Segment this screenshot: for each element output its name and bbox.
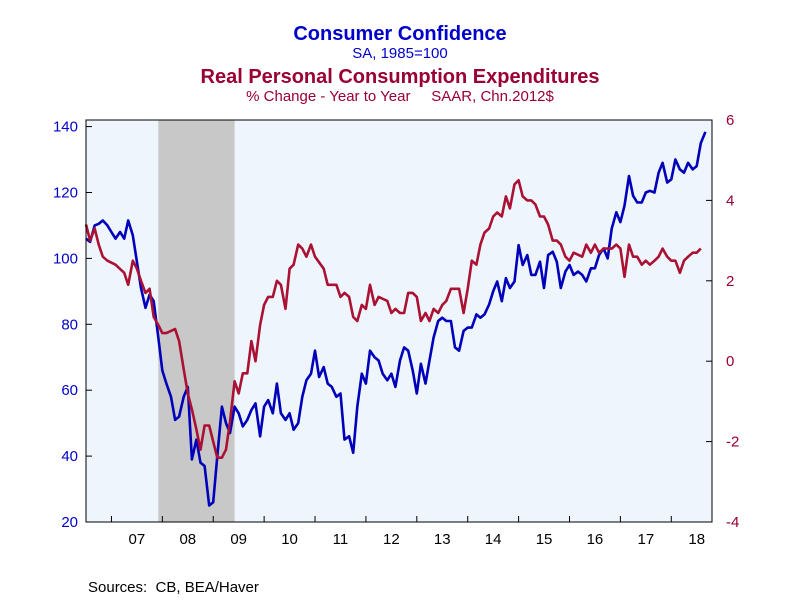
source-note: Sources: CB, BEA/Haver bbox=[88, 579, 259, 596]
x-tick-label: 12 bbox=[383, 531, 400, 548]
x-tick-label: 18 bbox=[688, 531, 705, 548]
y-left-tick-label: 20 bbox=[61, 514, 78, 531]
x-tick-label: 15 bbox=[536, 531, 553, 548]
x-tick-label: 17 bbox=[637, 531, 654, 548]
plot-frame bbox=[85, 119, 713, 523]
y-left-tick-label: 100 bbox=[53, 250, 78, 267]
y-right-tick-label: 2 bbox=[726, 273, 734, 290]
chart-title: Consumer Confidence bbox=[293, 23, 506, 45]
series-line-right-axis bbox=[84, 179, 702, 459]
x-axis: 07 08 09 10 11 12 13 14 15 16 17 18 bbox=[110, 516, 705, 548]
x-tick-label: 07 bbox=[129, 531, 146, 548]
chart-title-secondary: Real Personal Consumption Expenditures bbox=[201, 66, 600, 88]
y-left-tick-label: 140 bbox=[53, 119, 78, 136]
y-left-tick-label: 80 bbox=[61, 316, 78, 333]
y-right-tick-label: 0 bbox=[726, 353, 734, 370]
y-right-tick-label: 4 bbox=[726, 192, 734, 209]
x-tick-label: 10 bbox=[281, 531, 298, 548]
x-tick-label: 08 bbox=[179, 531, 196, 548]
y-left-tick-label: 40 bbox=[61, 448, 78, 465]
x-tick-label: 13 bbox=[434, 531, 451, 548]
y-right-tick-label: -4 bbox=[726, 514, 739, 531]
x-tick-label: 11 bbox=[333, 531, 349, 548]
y-right-tick-label: -2 bbox=[726, 434, 739, 451]
series-layer bbox=[84, 131, 707, 507]
x-tick-label: 16 bbox=[587, 531, 604, 548]
y-left-tick-label: 120 bbox=[53, 184, 78, 201]
x-tick-label: 14 bbox=[485, 531, 502, 548]
chart-subtitle-secondary: % Change - Year to Year SAAR, Chn.2012$ bbox=[246, 88, 554, 105]
recession-shading bbox=[158, 120, 235, 522]
y-right-tick-label: 6 bbox=[726, 112, 734, 129]
chart-subtitle: SA, 1985=100 bbox=[352, 45, 448, 62]
x-tick-label: 09 bbox=[230, 531, 247, 548]
y-left-tick-label: 60 bbox=[61, 382, 78, 399]
y-axis-left: 20 40 60 80 100 120 140 bbox=[53, 119, 92, 531]
y-axis-right: -4 -2 0 2 4 6 bbox=[706, 112, 739, 531]
